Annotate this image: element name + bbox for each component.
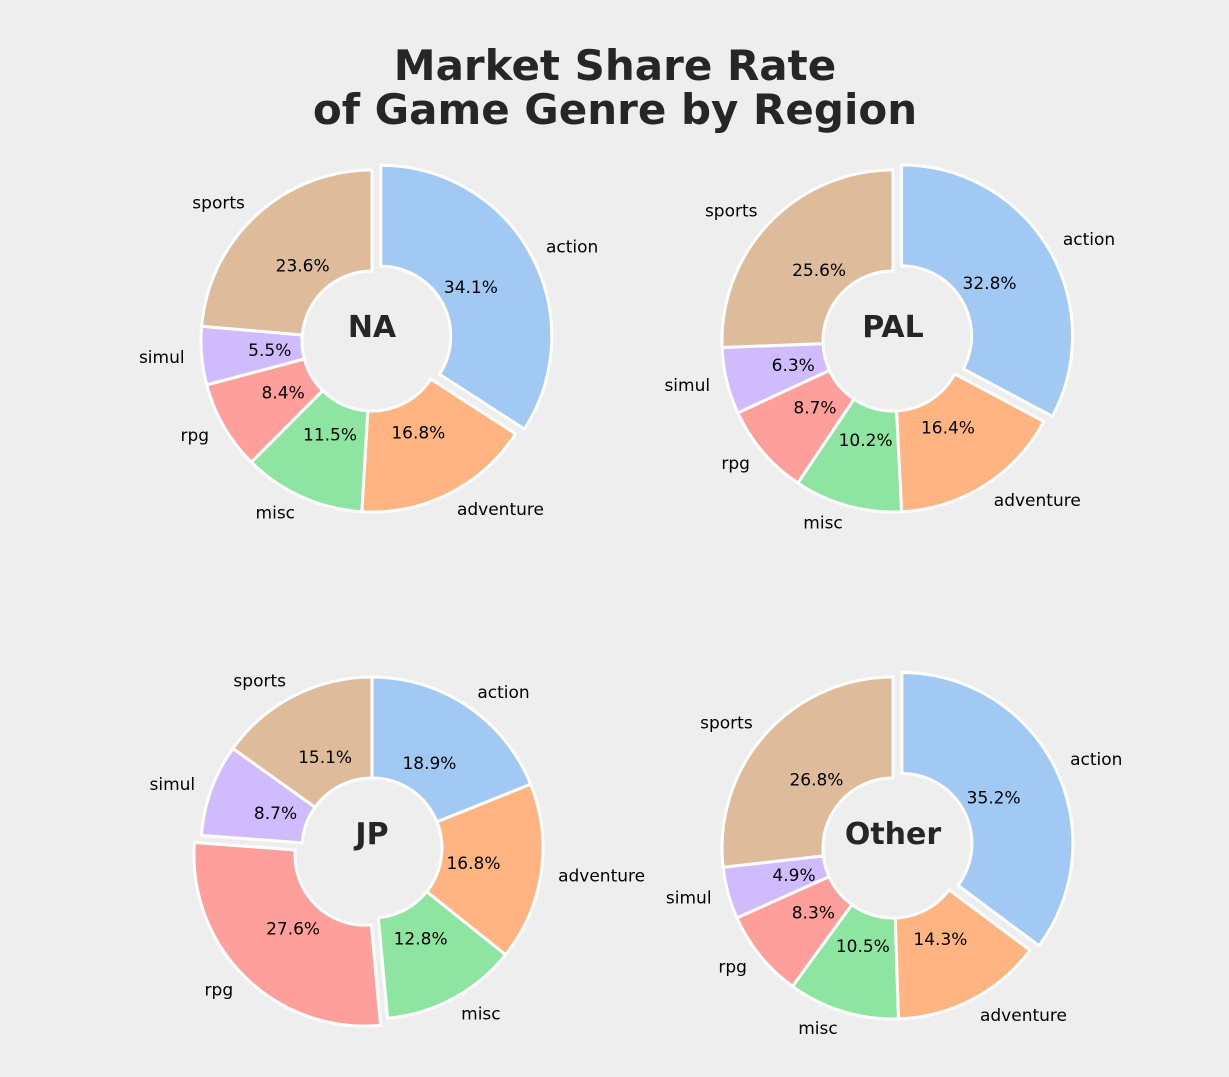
percent-label-sports: 26.8% — [789, 771, 843, 791]
category-label-adventure: adventure — [994, 491, 1081, 511]
region-label: Other — [845, 817, 942, 852]
figure-title-line-1: Market Share Rate — [394, 41, 836, 90]
category-label-sports: sports — [700, 714, 753, 734]
percent-label-rpg: 8.7% — [793, 399, 836, 419]
wedge-action — [900, 671, 1075, 948]
region-label: JP — [353, 817, 388, 852]
percent-label-simul: 6.3% — [772, 356, 815, 376]
category-label-action: action — [546, 237, 598, 257]
category-label-simul: simul — [150, 775, 196, 795]
wedge-sports — [231, 675, 374, 809]
category-label-adventure: adventure — [980, 1006, 1067, 1026]
category-label-misc: misc — [461, 1005, 501, 1025]
category-label-rpg: rpg — [721, 454, 750, 474]
percent-label-rpg: 8.3% — [792, 904, 835, 924]
wedge-action — [379, 163, 554, 431]
donut-chart-jp: action 18.9% adventure 16.8% misc 12.8% rpg 27.… — [150, 672, 645, 1028]
percent-label-adventure: 14.3% — [913, 930, 967, 950]
percent-label-misc: 10.5% — [836, 937, 890, 957]
category-label-rpg: rpg — [718, 958, 747, 978]
category-label-simul: simul — [664, 376, 710, 396]
donut-chart-pal: action 32.8% adventure 16.4% misc 10.2% rpg 8.7… — [664, 163, 1115, 533]
category-label-rpg: rpg — [181, 426, 210, 446]
wedge-adventure — [893, 888, 1032, 1021]
percent-label-adventure: 16.8% — [446, 854, 500, 874]
wedge-adventure — [425, 782, 545, 957]
percent-label-adventure: 16.8% — [391, 424, 445, 444]
percent-label-simul: 5.5% — [248, 341, 291, 361]
category-label-adventure: adventure — [457, 500, 544, 520]
wedge-sports — [720, 168, 895, 349]
percent-label-misc: 10.2% — [839, 431, 893, 451]
category-label-adventure: adventure — [558, 866, 645, 886]
percent-label-action: 18.9% — [402, 754, 456, 774]
wedge-action — [370, 675, 533, 824]
region-label: PAL — [862, 310, 924, 345]
category-label-misc: misc — [256, 504, 296, 524]
wedge-rpg — [192, 841, 383, 1028]
percent-label-adventure: 16.4% — [921, 419, 975, 439]
wedge-sports — [200, 168, 374, 337]
category-label-sports: sports — [233, 672, 286, 692]
percent-label-sports: 25.6% — [792, 261, 846, 281]
category-label-action: action — [477, 683, 529, 703]
category-label-simul: simul — [139, 348, 185, 368]
figure-title-line-2: of Game Genre by Region — [313, 85, 917, 134]
percent-label-sports: 15.1% — [298, 748, 352, 768]
charts-group: action 34.1% adventure 16.8% misc 11.5% rpg 8.4… — [139, 163, 1122, 1039]
percent-label-simul: 4.9% — [772, 866, 815, 886]
category-label-action: action — [1063, 230, 1115, 250]
wedge-adventure — [360, 377, 518, 514]
category-label-simul: simul — [666, 889, 712, 909]
region-label: NA — [348, 310, 397, 345]
category-label-action: action — [1070, 750, 1122, 770]
percent-label-misc: 12.8% — [394, 929, 448, 949]
wedge-action — [900, 163, 1075, 418]
percent-label-simul: 8.7% — [254, 804, 297, 824]
percent-label-misc: 11.5% — [303, 426, 357, 446]
wedge-adventure — [895, 372, 1046, 514]
category-label-rpg: rpg — [205, 980, 234, 1000]
category-label-misc: misc — [803, 513, 843, 533]
percent-label-action: 35.2% — [967, 789, 1021, 809]
percent-label-action: 34.1% — [444, 278, 498, 298]
donut-chart-na: action 34.1% adventure 16.8% misc 11.5% rpg 8.4… — [139, 163, 598, 524]
percent-label-action: 32.8% — [963, 274, 1017, 294]
percent-label-rpg: 27.6% — [266, 919, 320, 939]
donut-chart-other: action 35.2% adventure 14.3% misc 10.5% rpg 8.3… — [666, 671, 1122, 1039]
wedge-sports — [720, 675, 895, 869]
percent-label-sports: 23.6% — [276, 256, 330, 276]
wedge-misc — [376, 890, 508, 1020]
category-label-misc: misc — [798, 1019, 838, 1039]
category-label-sports: sports — [705, 202, 758, 222]
percent-label-rpg: 8.4% — [262, 383, 305, 403]
category-label-sports: sports — [192, 193, 245, 213]
